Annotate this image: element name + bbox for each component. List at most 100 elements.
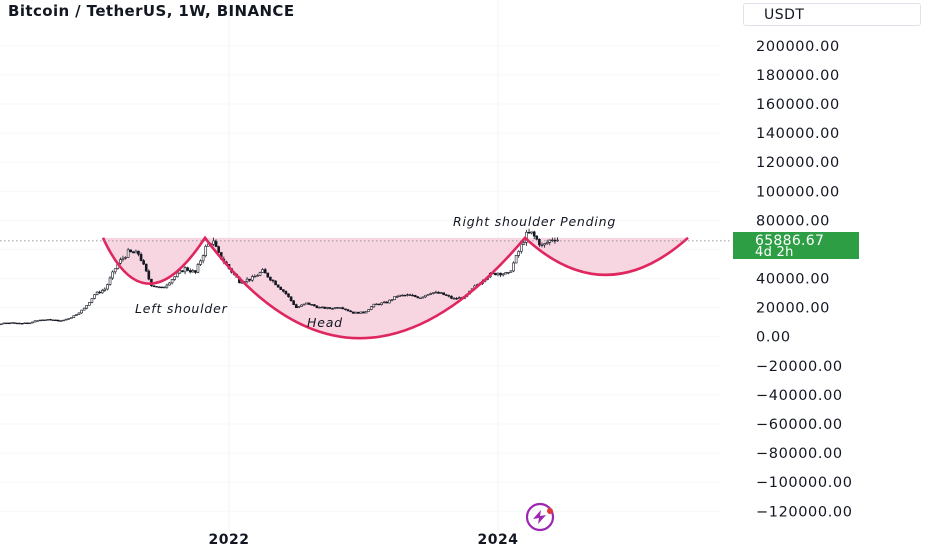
candle-body: [266, 272, 270, 278]
annotation-right-shoulder: Right shoulder Pending: [453, 214, 616, 229]
candle-body: [279, 286, 283, 290]
candle-body: [282, 289, 285, 292]
candle-body: [5, 322, 8, 325]
candle-body: [183, 267, 187, 273]
last-price-value: 65886.67: [755, 233, 825, 249]
candle-body: [382, 301, 386, 304]
candle-body: [201, 255, 205, 262]
candle-body: [375, 303, 378, 306]
candle-body: [385, 301, 389, 304]
candle-body: [186, 267, 189, 271]
y-tick-label: 100000.00: [756, 184, 840, 200]
candle-body: [349, 310, 352, 313]
candle-body: [212, 240, 215, 245]
y-tick-label: 160000.00: [756, 97, 840, 113]
x-tick-label: 2024: [478, 532, 519, 548]
candle-body: [0, 323, 3, 325]
y-tick-label: 40000.00: [756, 272, 830, 288]
candle-body: [90, 298, 94, 303]
candle-body: [36, 320, 39, 322]
candle-body: [325, 307, 329, 309]
candles: [0, 228, 559, 327]
candle-body: [512, 262, 515, 272]
candle-body: [450, 295, 453, 299]
candle-body: [452, 297, 456, 300]
candle-body: [245, 278, 249, 283]
candle-body: [519, 243, 523, 252]
y-tick-label: 80000.00: [756, 213, 830, 229]
candle-body: [434, 291, 438, 294]
candle-body: [494, 272, 497, 276]
candle-body: [144, 263, 148, 272]
candle-body: [331, 308, 334, 310]
candle-body: [271, 279, 275, 282]
candle-body: [390, 299, 394, 301]
candle-body: [64, 318, 68, 321]
candle-body: [455, 297, 458, 300]
candle-body: [250, 276, 254, 281]
candle-body: [217, 246, 220, 253]
y-tick-label: −20000.00: [756, 359, 843, 375]
candle-body: [31, 321, 34, 324]
candle-body: [411, 294, 414, 297]
candle-body: [263, 269, 267, 274]
candle-body: [398, 294, 402, 297]
candle-body: [403, 294, 407, 297]
candle-body: [323, 306, 327, 309]
annotation-left-shoulder: Left shoulder: [135, 301, 228, 316]
y-tick-label: −40000.00: [756, 388, 843, 404]
x-tick-label: 2022: [209, 532, 250, 548]
candle-body: [305, 302, 308, 305]
y-tick-label: 140000.00: [756, 126, 840, 142]
candle-body: [289, 296, 293, 302]
x-axis[interactable]: 2022 2024: [209, 532, 519, 548]
candle-body: [77, 312, 81, 315]
y-tick-label: 200000.00: [756, 39, 840, 55]
candle-body: [103, 288, 107, 291]
candle-body: [20, 323, 24, 325]
candle-body: [163, 286, 166, 289]
candle-body: [85, 305, 89, 309]
candle-body: [139, 254, 143, 261]
candle-body: [33, 320, 37, 323]
candle-body: [310, 304, 314, 306]
candle-body: [393, 296, 396, 301]
candle-body: [338, 307, 342, 309]
candle-body: [28, 322, 32, 325]
candle-body: [302, 303, 306, 306]
last-price-tag: 65886.67 4d 2h: [733, 232, 859, 260]
candle-body: [333, 307, 337, 309]
candle-body: [88, 302, 91, 306]
candle-body: [121, 257, 125, 260]
candle-body: [62, 319, 65, 322]
y-tick-label: 180000.00: [756, 68, 840, 84]
candle-body: [367, 309, 370, 312]
candle-body: [315, 305, 319, 309]
candle-body: [457, 297, 461, 300]
candle-body: [362, 311, 365, 314]
candle-body: [313, 304, 316, 307]
candle-body: [297, 306, 301, 309]
candle-body: [274, 280, 277, 286]
candle-body: [10, 322, 14, 324]
candle-body: [359, 311, 363, 314]
chart-title: Bitcoin / TetherUS, 1W, BINANCE: [8, 2, 295, 20]
candle-body: [344, 308, 347, 310]
y-tick-label: −100000.00: [756, 475, 853, 491]
candle-body: [69, 317, 73, 319]
candle-body: [168, 282, 171, 286]
candle-body: [426, 294, 430, 296]
candle-body: [514, 255, 518, 264]
candle-body: [119, 259, 122, 264]
candle-body: [388, 299, 391, 304]
candle-body: [269, 276, 272, 281]
y-axis[interactable]: 200000.00 180000.00 160000.00 140000.00 1200…: [756, 39, 853, 521]
currency-selector[interactable]: USDT: [743, 3, 921, 26]
annotation-head: Head: [307, 315, 343, 330]
candle-body: [496, 272, 500, 276]
candle-body: [284, 290, 288, 295]
candle-body: [527, 231, 531, 234]
candle-body: [126, 249, 130, 258]
candle-body: [188, 270, 192, 273]
